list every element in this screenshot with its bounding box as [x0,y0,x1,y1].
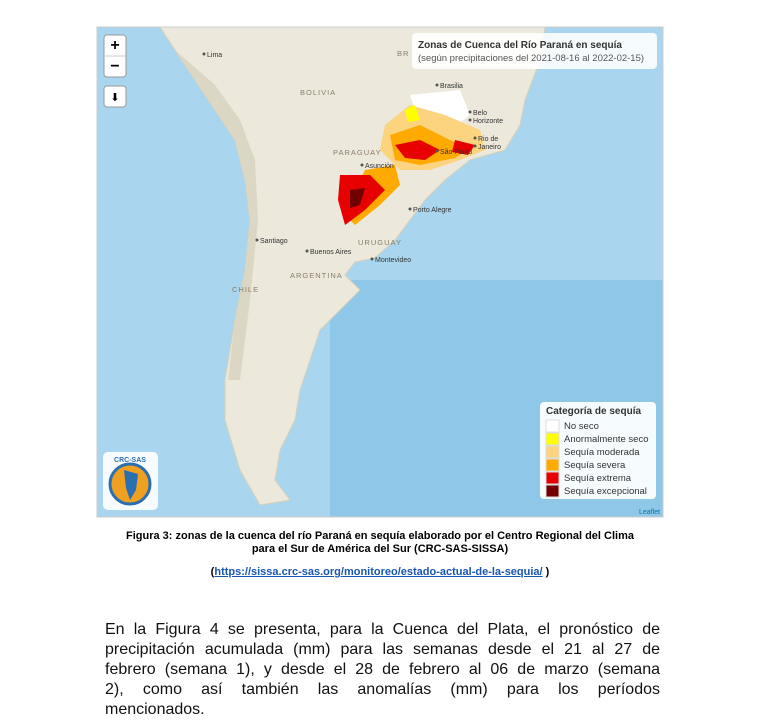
legend-swatch [545,419,560,433]
zoom-control[interactable]: + − ⬇ [103,34,127,108]
country-label: ARGENTINA [290,271,343,280]
city-dot [305,249,309,253]
country-label: URUGUAY [358,238,402,247]
city-label: Janeiro [478,144,501,151]
legend-label: Anormalmente seco [564,434,648,445]
city-dot [435,83,439,87]
country-label: CHILE [232,285,259,294]
info-subtitle: (según precipitaciones del 2021-08-16 al… [418,53,644,64]
legend-label: Sequía excepcional [564,486,647,497]
legend-label: Sequía extrema [564,473,632,484]
download-button[interactable] [103,85,127,108]
caption-line: para el Sur de América del Sur (CRC-SAS-… [251,543,509,555]
city-dot [255,238,259,242]
paragraph-line: mencionados. [105,701,205,718]
paragraph-line: febrero (semana 1), y desde el 28 de feb… [105,661,660,678]
caption-link-row: (https://sissa.crc-sas.org/monitoreo/est… [0,566,760,578]
city-label: Rio de [478,136,498,143]
city-label: Porto Alegre [413,207,452,214]
caption-line: Figura 3: zonas de la cuenca del río Par… [126,530,634,542]
paren: ( [210,566,215,578]
legend-swatch [545,432,560,446]
country-label: BR [397,49,409,58]
logo-text: CRC-SAS [114,457,146,464]
city-dot [408,207,412,211]
country-label: BOLIVIA [300,88,336,97]
paragraph-line: 2), como así también las anomalías (mm) … [105,681,660,698]
logo: CRC-SAS [103,452,158,510]
paragraph: En la Figura 4 se presenta, para la Cuen… [105,620,660,720]
city-dot [202,52,206,56]
legend-swatch [545,471,560,485]
city-dot [468,118,472,122]
legend: Categoría de sequía No seco Anormalmente … [540,402,656,499]
info-title: Zonas de Cuenca del Río Paraná en sequía [418,40,622,51]
download-icon[interactable]: ⬇ [110,92,119,104]
link[interactable]: https://sissa.crc-sas.org/monitoreo/esta… [214,566,543,578]
info-box: Zonas de Cuenca del Río Paraná en sequía… [412,33,657,69]
legend-swatch [545,445,560,459]
zoom-out[interactable]: − [110,58,119,75]
city-label: Buenos Aires [310,249,352,256]
city-dot [473,144,477,148]
country-label: PARAGUAY [333,148,382,157]
city-dot [370,257,374,261]
city-label: São Paulo [440,149,472,156]
legend-label: No seco [564,421,599,432]
city-label: Brasilia [440,83,463,90]
legend-swatch [545,484,560,498]
paragraph-line: En la Figura 4 se presenta, para la Cuen… [105,621,660,638]
city-dot [435,149,439,153]
city-dot [468,110,472,114]
attribution[interactable]: Leaflet [639,509,660,516]
city-label: Horizonte [473,118,503,125]
map-frame [96,26,664,518]
zoom-in[interactable]: + [110,37,119,54]
legend-swatch [545,458,560,472]
paragraph-line: precipitación acumulada (mm) para las se… [105,641,660,658]
drought-zones [338,90,485,225]
city-dot [360,163,364,167]
city-label: Asunción [365,163,394,170]
city-label: Montevideo [375,257,411,264]
legend-label: Sequía severa [564,460,626,471]
legend-label: Sequía moderada [564,447,640,458]
paren: ) [545,566,550,578]
andes [175,50,258,380]
city-dot [473,136,477,140]
city-label: Belo [473,110,487,117]
city-label: Santiago [260,238,288,245]
city-label: Lima [207,52,222,59]
legend-title: Categoría de sequía [546,406,641,417]
